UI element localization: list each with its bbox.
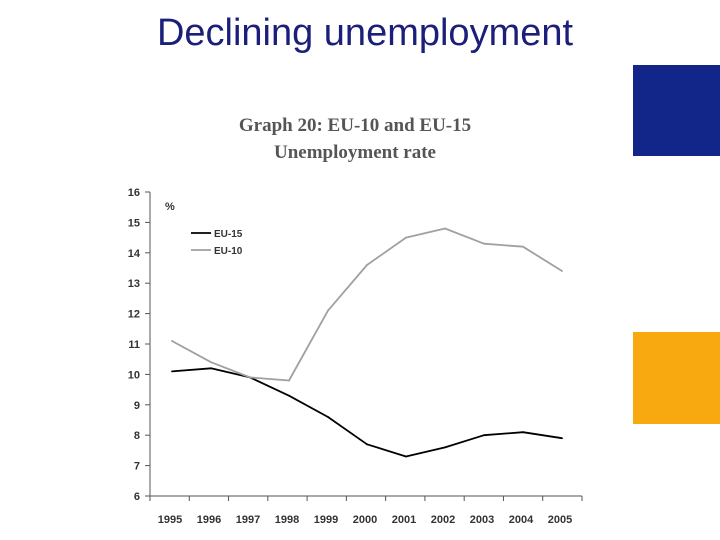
data-point-eu-10 — [366, 264, 368, 266]
y-tick-label: 13 — [128, 278, 140, 290]
data-point-eu-15 — [288, 394, 290, 397]
data-point-eu-10 — [288, 379, 290, 382]
x-tick-label: 2001 — [392, 514, 416, 526]
y-tick-label: 6 — [134, 491, 140, 503]
data-point-eu-10 — [522, 245, 524, 248]
y-tick-label: 16 — [128, 187, 140, 199]
x-tick-label: 2005 — [548, 514, 572, 526]
y-tick-label: 10 — [128, 369, 140, 381]
data-point-eu-10 — [249, 376, 251, 379]
x-tick-label: 2002 — [431, 514, 455, 526]
x-tick-label: 2004 — [509, 514, 534, 526]
accent-block-yellow — [633, 332, 720, 424]
data-point-eu-10 — [561, 270, 563, 272]
data-point-eu-10 — [327, 309, 329, 312]
data-point-eu-10 — [405, 236, 407, 239]
data-point-eu-10 — [210, 361, 212, 364]
data-point-eu-15 — [444, 446, 446, 449]
legend-label-eu-15: EU-15 — [214, 229, 243, 240]
chart-subtitle: Unemployment rate — [274, 142, 436, 163]
data-point-eu-15 — [561, 437, 563, 440]
y-unit-label: % — [165, 201, 175, 213]
data-point-eu-15 — [522, 431, 524, 434]
data-point-eu-15 — [210, 367, 212, 370]
legend-label-eu-10: EU-10 — [214, 246, 243, 257]
data-point-eu-15 — [327, 416, 329, 418]
data-point-eu-15 — [483, 434, 485, 437]
accent-block-blue — [633, 65, 720, 156]
x-tick-label: 1996 — [197, 514, 221, 526]
series-line-eu-15 — [171, 367, 563, 458]
data-point-eu-10 — [171, 340, 173, 342]
x-tick-label: 1995 — [158, 514, 182, 526]
x-tick-label: 2003 — [470, 514, 494, 526]
x-tick-label: 1999 — [314, 514, 338, 526]
data-point-eu-15 — [366, 443, 368, 446]
x-tick-label: 1998 — [275, 514, 299, 526]
slide-title: Declining unemployment — [156, 12, 574, 54]
y-tick-label: 7 — [134, 461, 140, 473]
x-tick-label: 1997 — [236, 514, 260, 526]
chart-title-block: Graph 20: EU-10 and EU-15 Unemployment r… — [150, 112, 560, 166]
y-tick-label: 9 — [134, 400, 140, 412]
data-point-eu-10 — [483, 242, 485, 245]
y-tick-label: 11 — [128, 339, 140, 351]
data-point-eu-10 — [444, 227, 446, 230]
x-tick-label: 2000 — [353, 514, 377, 526]
data-point-eu-15 — [405, 455, 407, 458]
y-tick-label: 12 — [128, 309, 140, 321]
data-point-eu-15 — [171, 370, 173, 373]
y-tick-label: 8 — [134, 430, 140, 442]
chart-title: Graph 20: EU-10 and EU-15 — [238, 115, 472, 136]
y-tick-label: 14 — [128, 248, 141, 260]
y-tick-label: 15 — [128, 217, 140, 229]
